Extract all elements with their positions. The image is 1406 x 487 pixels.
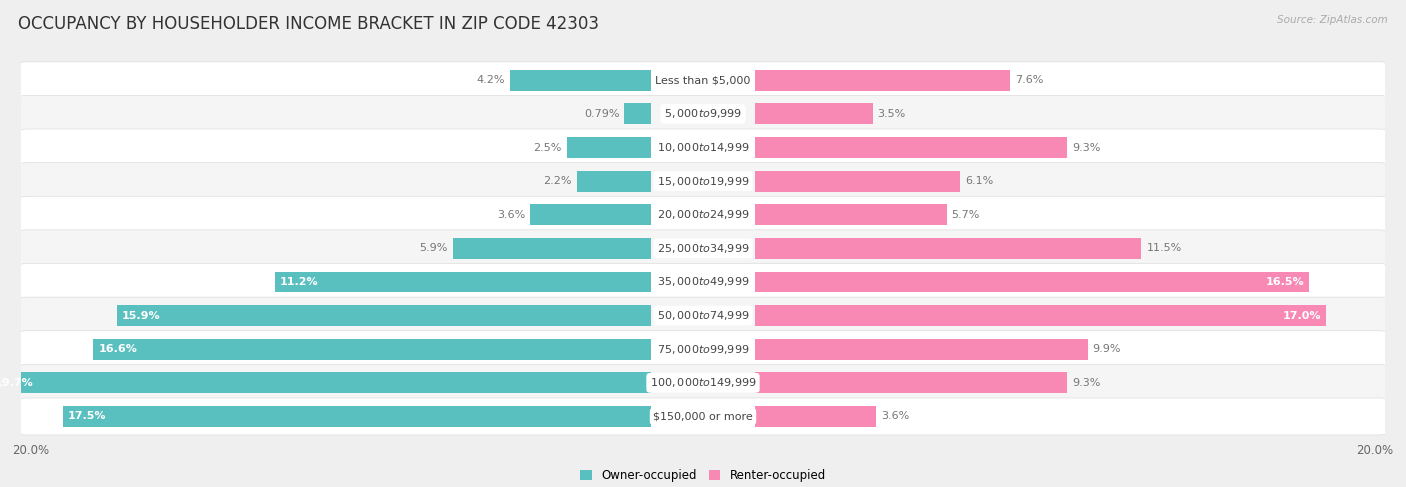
FancyBboxPatch shape xyxy=(13,230,1393,267)
Text: 9.3%: 9.3% xyxy=(1073,378,1101,388)
FancyBboxPatch shape xyxy=(755,238,1142,259)
Text: Less than $5,000: Less than $5,000 xyxy=(655,75,751,85)
Text: 16.5%: 16.5% xyxy=(1265,277,1305,287)
FancyBboxPatch shape xyxy=(63,406,651,427)
FancyBboxPatch shape xyxy=(13,297,1393,334)
FancyBboxPatch shape xyxy=(755,339,1088,359)
Text: $20,000 to $24,999: $20,000 to $24,999 xyxy=(657,208,749,221)
FancyBboxPatch shape xyxy=(117,305,651,326)
Text: 4.2%: 4.2% xyxy=(477,75,505,85)
Text: 9.3%: 9.3% xyxy=(1073,143,1101,152)
Text: 2.5%: 2.5% xyxy=(533,143,562,152)
Legend: Owner-occupied, Renter-occupied: Owner-occupied, Renter-occupied xyxy=(579,469,827,482)
FancyBboxPatch shape xyxy=(755,137,1067,158)
Text: $50,000 to $74,999: $50,000 to $74,999 xyxy=(657,309,749,322)
Text: 0.79%: 0.79% xyxy=(583,109,620,119)
FancyBboxPatch shape xyxy=(13,95,1393,132)
Text: 16.6%: 16.6% xyxy=(98,344,138,354)
Text: $10,000 to $14,999: $10,000 to $14,999 xyxy=(657,141,749,154)
Text: 17.5%: 17.5% xyxy=(67,412,107,421)
FancyBboxPatch shape xyxy=(755,205,946,225)
Text: 2.2%: 2.2% xyxy=(544,176,572,186)
FancyBboxPatch shape xyxy=(567,137,651,158)
FancyBboxPatch shape xyxy=(13,398,1393,435)
FancyBboxPatch shape xyxy=(13,129,1393,166)
Text: $5,000 to $9,999: $5,000 to $9,999 xyxy=(664,108,742,120)
Text: 11.2%: 11.2% xyxy=(280,277,318,287)
Text: 5.9%: 5.9% xyxy=(419,244,447,253)
FancyBboxPatch shape xyxy=(510,70,651,91)
Text: Source: ZipAtlas.com: Source: ZipAtlas.com xyxy=(1277,15,1388,25)
Text: 11.5%: 11.5% xyxy=(1146,244,1181,253)
Text: $150,000 or more: $150,000 or more xyxy=(654,412,752,421)
Text: 6.1%: 6.1% xyxy=(965,176,993,186)
FancyBboxPatch shape xyxy=(274,272,651,292)
FancyBboxPatch shape xyxy=(93,339,651,359)
FancyBboxPatch shape xyxy=(0,373,651,393)
FancyBboxPatch shape xyxy=(576,171,651,191)
FancyBboxPatch shape xyxy=(13,331,1393,368)
Text: $100,000 to $149,999: $100,000 to $149,999 xyxy=(650,376,756,389)
Text: 3.5%: 3.5% xyxy=(877,109,905,119)
FancyBboxPatch shape xyxy=(453,238,651,259)
FancyBboxPatch shape xyxy=(755,70,1011,91)
FancyBboxPatch shape xyxy=(755,373,1067,393)
FancyBboxPatch shape xyxy=(13,263,1393,300)
FancyBboxPatch shape xyxy=(13,163,1393,200)
Text: 17.0%: 17.0% xyxy=(1282,311,1322,320)
FancyBboxPatch shape xyxy=(755,305,1326,326)
FancyBboxPatch shape xyxy=(755,103,873,124)
FancyBboxPatch shape xyxy=(755,272,1309,292)
FancyBboxPatch shape xyxy=(755,406,876,427)
Text: $35,000 to $49,999: $35,000 to $49,999 xyxy=(657,276,749,288)
Text: 3.6%: 3.6% xyxy=(496,210,524,220)
FancyBboxPatch shape xyxy=(13,364,1393,401)
FancyBboxPatch shape xyxy=(624,103,651,124)
Text: $75,000 to $99,999: $75,000 to $99,999 xyxy=(657,343,749,356)
Text: 7.6%: 7.6% xyxy=(1015,75,1043,85)
Text: 9.9%: 9.9% xyxy=(1092,344,1121,354)
FancyBboxPatch shape xyxy=(13,62,1393,99)
FancyBboxPatch shape xyxy=(530,205,651,225)
FancyBboxPatch shape xyxy=(755,171,960,191)
Text: 3.6%: 3.6% xyxy=(882,412,910,421)
Text: $15,000 to $19,999: $15,000 to $19,999 xyxy=(657,175,749,187)
Text: OCCUPANCY BY HOUSEHOLDER INCOME BRACKET IN ZIP CODE 42303: OCCUPANCY BY HOUSEHOLDER INCOME BRACKET … xyxy=(18,15,599,33)
Text: 19.7%: 19.7% xyxy=(0,378,32,388)
Text: 15.9%: 15.9% xyxy=(122,311,160,320)
FancyBboxPatch shape xyxy=(13,196,1393,233)
Text: 5.7%: 5.7% xyxy=(952,210,980,220)
Text: $25,000 to $34,999: $25,000 to $34,999 xyxy=(657,242,749,255)
